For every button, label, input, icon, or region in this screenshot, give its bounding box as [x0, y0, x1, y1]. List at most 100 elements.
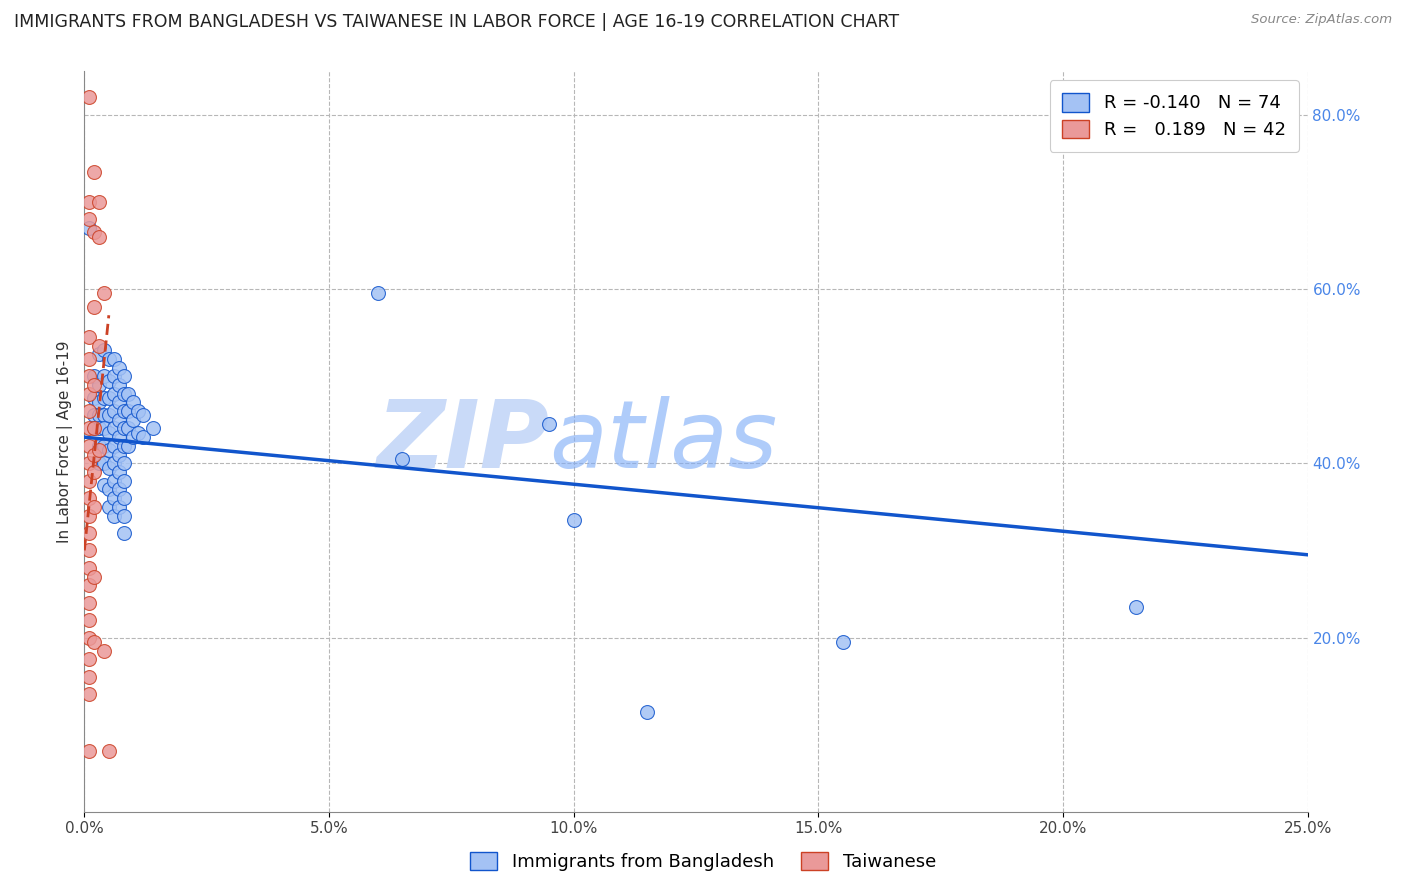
Point	[77, 439, 100, 453]
Point	[83, 421, 105, 435]
Point	[107, 448, 129, 462]
Point	[77, 596, 100, 610]
Text: atlas: atlas	[550, 396, 778, 487]
Point	[112, 439, 135, 453]
Point	[77, 194, 100, 209]
Point	[87, 194, 110, 209]
Legend: R = -0.140   N = 74, R =   0.189   N = 42: R = -0.140 N = 74, R = 0.189 N = 42	[1050, 80, 1299, 152]
Point	[77, 491, 100, 505]
Point	[132, 409, 155, 423]
Point	[127, 404, 149, 418]
Point	[83, 500, 105, 514]
Point	[831, 635, 853, 649]
Point	[142, 421, 165, 435]
Point	[83, 448, 105, 462]
Point	[97, 483, 120, 497]
Point	[122, 395, 145, 409]
Point	[112, 474, 135, 488]
Point	[77, 221, 100, 235]
Point	[87, 378, 110, 392]
Point	[97, 443, 120, 458]
Point	[112, 456, 135, 470]
Point	[77, 90, 100, 104]
Point	[103, 491, 125, 505]
Point	[107, 465, 129, 479]
Point	[87, 443, 110, 458]
Point	[117, 421, 139, 435]
Point	[83, 569, 105, 583]
Point	[103, 508, 125, 523]
Point	[103, 456, 125, 470]
Point	[562, 513, 585, 527]
Point	[93, 409, 115, 423]
Point	[87, 395, 110, 409]
Point	[83, 378, 105, 392]
Point	[87, 439, 110, 453]
Point	[77, 330, 100, 344]
Point	[112, 404, 135, 418]
Point	[132, 430, 155, 444]
Point	[1125, 600, 1147, 615]
Point	[103, 474, 125, 488]
Point	[538, 417, 561, 431]
Point	[77, 421, 100, 435]
Point	[77, 652, 100, 666]
Point	[77, 631, 100, 645]
Point	[87, 456, 110, 470]
Point	[107, 430, 129, 444]
Point	[107, 395, 129, 409]
Point	[77, 212, 100, 227]
Text: ZIP: ZIP	[377, 395, 550, 488]
Point	[77, 561, 100, 575]
Point	[107, 500, 129, 514]
Point	[77, 404, 100, 418]
Point	[391, 452, 413, 467]
Point	[112, 508, 135, 523]
Point	[77, 543, 100, 558]
Point	[107, 413, 129, 427]
Y-axis label: In Labor Force | Age 16-19: In Labor Force | Age 16-19	[58, 340, 73, 543]
Point	[77, 508, 100, 523]
Point	[83, 465, 105, 479]
Point	[103, 421, 125, 435]
Text: IMMIGRANTS FROM BANGLADESH VS TAIWANESE IN LABOR FORCE | AGE 16-19 CORRELATION C: IMMIGRANTS FROM BANGLADESH VS TAIWANESE …	[14, 13, 900, 31]
Point	[93, 343, 115, 357]
Point	[77, 369, 100, 384]
Point	[117, 404, 139, 418]
Point	[77, 474, 100, 488]
Point	[93, 286, 115, 301]
Point	[97, 425, 120, 440]
Point	[117, 439, 139, 453]
Point	[87, 230, 110, 244]
Point	[107, 360, 129, 375]
Point	[103, 351, 125, 366]
Point	[107, 378, 129, 392]
Point	[103, 439, 125, 453]
Point	[83, 369, 105, 384]
Point	[112, 526, 135, 541]
Point	[83, 164, 105, 178]
Point	[93, 421, 115, 435]
Point	[112, 369, 135, 384]
Point	[93, 456, 115, 470]
Point	[87, 421, 110, 435]
Point	[97, 351, 120, 366]
Point	[112, 491, 135, 505]
Point	[93, 643, 115, 657]
Point	[87, 347, 110, 361]
Point	[77, 456, 100, 470]
Point	[367, 286, 389, 301]
Point	[97, 374, 120, 388]
Point	[122, 413, 145, 427]
Point	[112, 386, 135, 401]
Point	[93, 369, 115, 384]
Point	[97, 391, 120, 405]
Point	[636, 705, 658, 719]
Point	[77, 744, 100, 758]
Legend: Immigrants from Bangladesh, Taiwanese: Immigrants from Bangladesh, Taiwanese	[463, 845, 943, 879]
Point	[87, 409, 110, 423]
Point	[103, 404, 125, 418]
Point	[97, 460, 120, 475]
Point	[83, 391, 105, 405]
Point	[93, 478, 115, 492]
